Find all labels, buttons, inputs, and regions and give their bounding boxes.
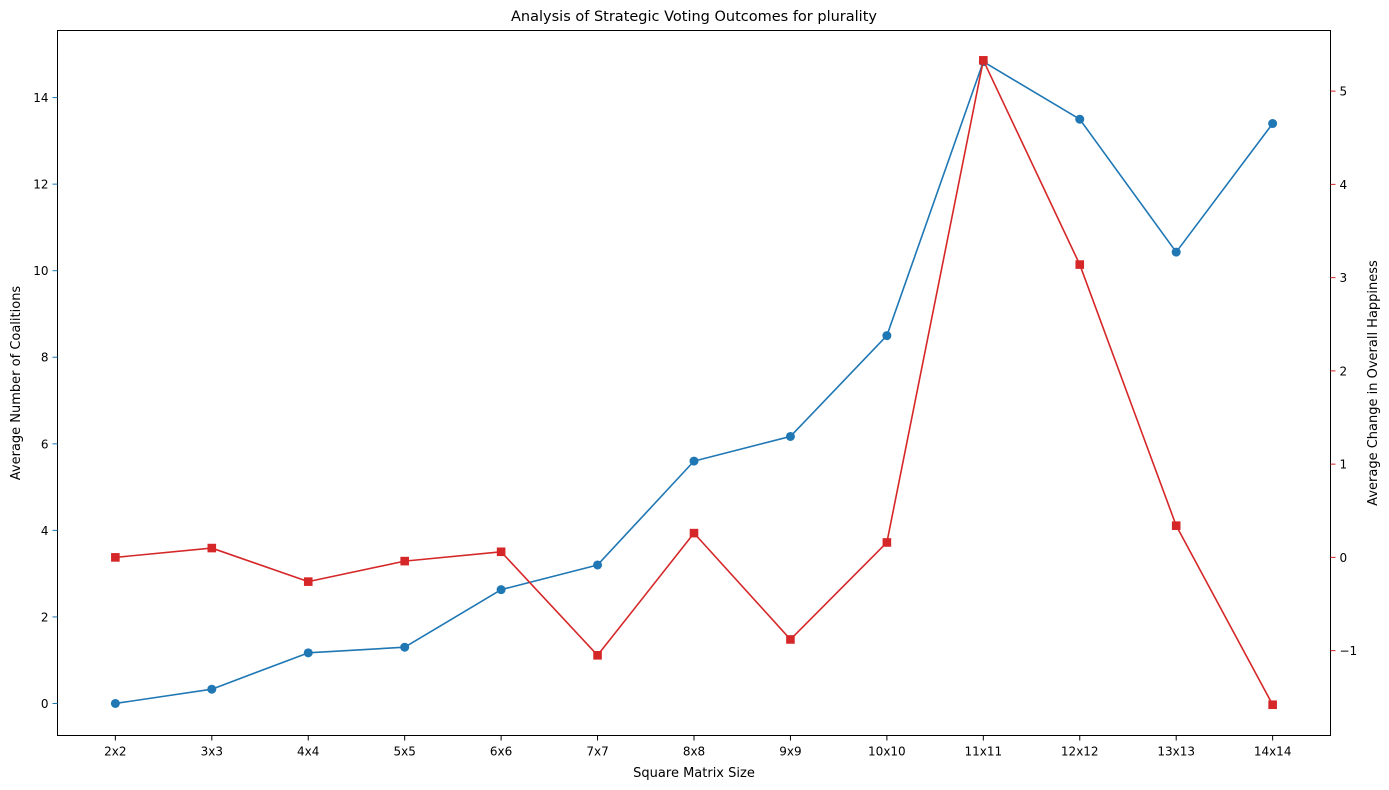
series-right-point [882, 538, 892, 547]
series-left-point [593, 560, 603, 570]
series-left-point [207, 684, 217, 694]
series-left-point [496, 585, 506, 595]
y-left-tick-label: 4 [41, 524, 49, 538]
series-right-point [979, 56, 988, 65]
y-left-tick-label: 0 [41, 697, 49, 711]
series-right-point [1171, 521, 1181, 530]
axes: 2x2 3x3 4x4 5x5 6x6 7x7 8x8 9x9 10x10 11x11 12x12 1… [33, 85, 1357, 759]
x-tick-label: 7x7 [586, 745, 608, 759]
series-right-point [1075, 260, 1085, 269]
series-right-point [496, 547, 506, 557]
x-tick-label: 3x3 [201, 745, 223, 759]
x-tick-label: 2x2 [104, 745, 126, 759]
y-right-tick-label: 2 [1340, 364, 1348, 378]
y-right-tick-label: −1 [1340, 644, 1358, 658]
series-right-point [207, 543, 217, 553]
y-right-tick-label: 3 [1340, 271, 1348, 285]
x-tick-label: 13x13 [1157, 745, 1195, 759]
series-left-point [400, 642, 410, 652]
x-tick-label: 10x10 [868, 745, 906, 759]
chart-title: Analysis of Strategic Voting Outcomes fo… [511, 9, 877, 25]
y-right-tick-label: 4 [1340, 178, 1348, 192]
series-right-point [786, 635, 795, 644]
series-right-point [689, 528, 699, 538]
x-tick-label: 8x8 [683, 745, 705, 759]
series-right-point [593, 651, 602, 660]
y-left-tick-label: 2 [41, 610, 49, 624]
series-left-point [110, 698, 120, 708]
x-tick-label: 14x14 [1254, 745, 1292, 759]
y-left-tick-label: 12 [33, 178, 48, 192]
series-right-point [303, 577, 313, 586]
x-axis-label: Square Matrix Size [633, 766, 755, 781]
y-axis-left-label: Average Number of Coalitions [9, 286, 24, 481]
series-left-point [689, 456, 699, 466]
series-right-point [111, 553, 120, 562]
y-right-tick-label: 0 [1340, 551, 1348, 565]
series-left-point [785, 431, 795, 441]
y-right-tick-label: 1 [1340, 458, 1348, 472]
y-left-tick-label: 14 [33, 91, 48, 105]
x-tick-label: 5x5 [393, 745, 415, 759]
series-left-point [1171, 247, 1181, 257]
y-left-tick-label: 10 [33, 264, 48, 278]
x-tick-label: 12x12 [1061, 745, 1099, 759]
series-right-point [400, 556, 409, 566]
y-axis-right-label: Average Change in Overall Happiness [1366, 260, 1381, 506]
x-tick-label: 9x9 [779, 745, 801, 759]
series-right-point [1268, 700, 1277, 710]
y-left-tick-label: 8 [41, 351, 49, 365]
series-left-point [882, 331, 892, 341]
plot-area [110, 56, 1278, 710]
y-right-tick-label: 5 [1340, 85, 1348, 99]
x-tick-label: 4x4 [297, 745, 319, 759]
series-left-point [1268, 119, 1278, 129]
y-left-tick-label: 6 [41, 437, 49, 451]
x-tick-label: 6x6 [490, 745, 512, 759]
series-left-point [303, 648, 313, 658]
series-left-point [1075, 114, 1085, 124]
x-tick-label: 11x11 [964, 745, 1002, 759]
